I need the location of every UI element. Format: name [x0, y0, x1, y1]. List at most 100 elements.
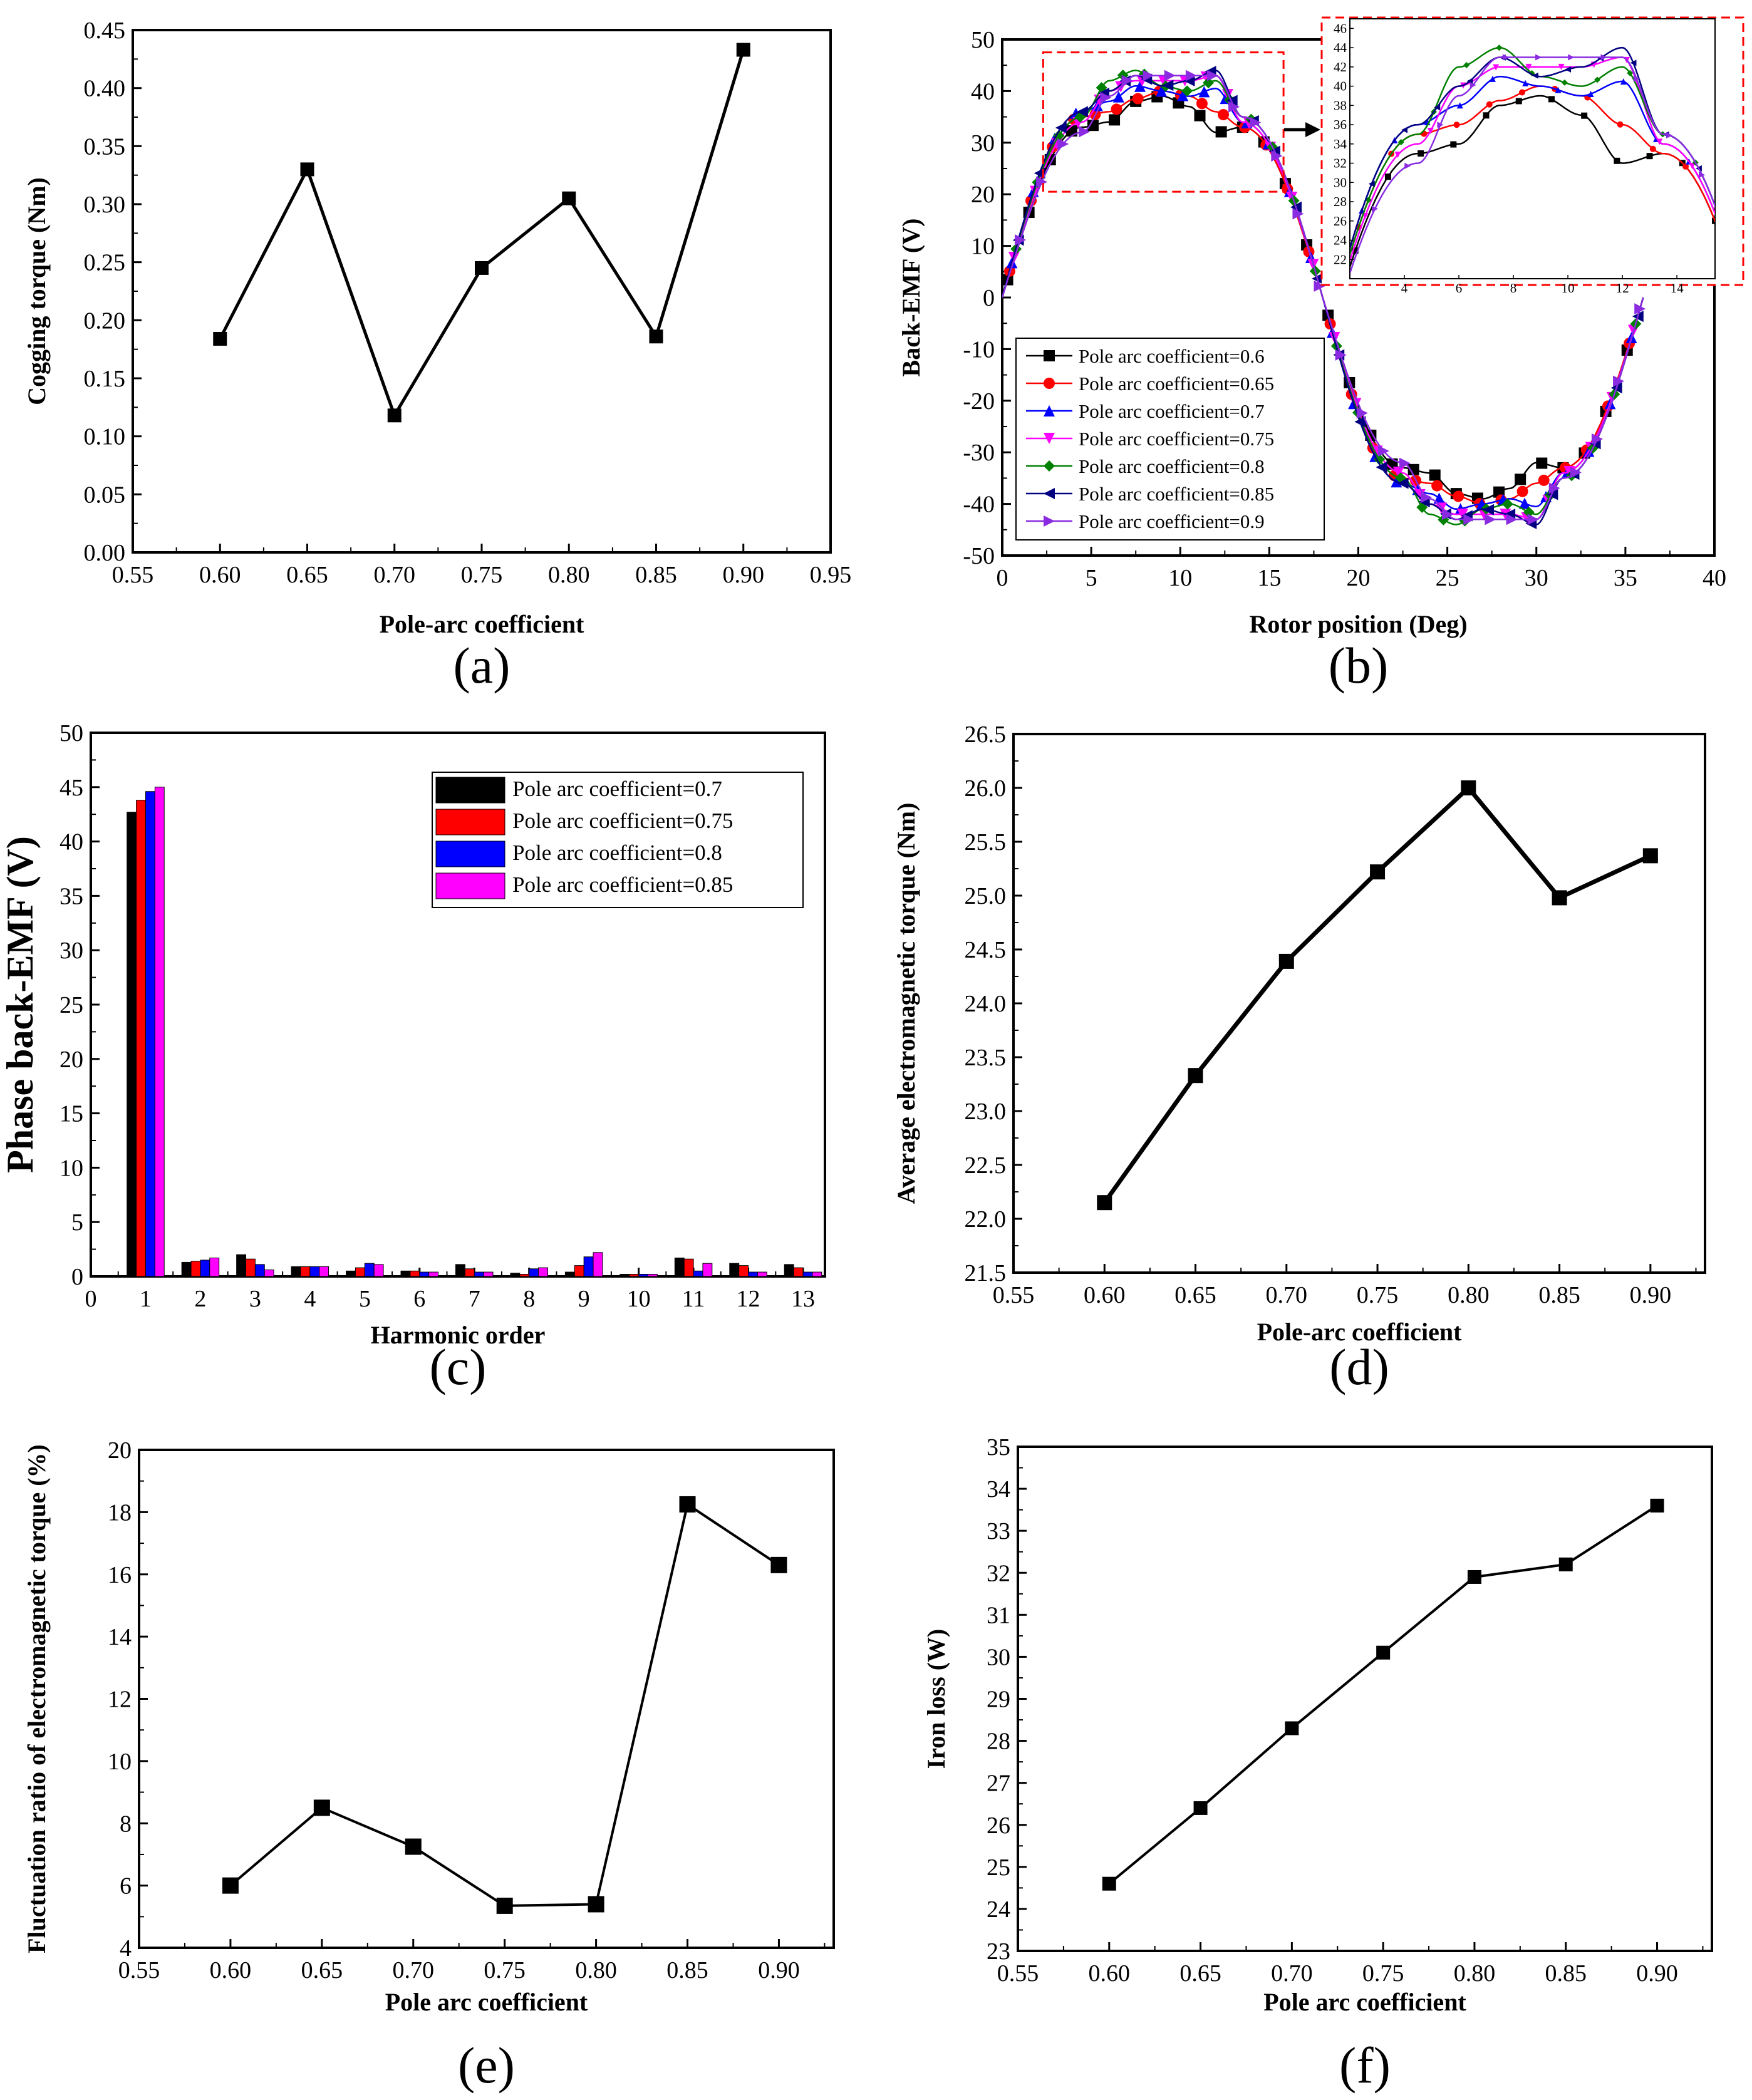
y-axis-title: Phase back-EMF (V) — [0, 836, 41, 1173]
legend-entry: Pole arc coefficient=0.8 — [1079, 455, 1265, 477]
x-tick-label: 5 — [359, 1286, 371, 1312]
data-point — [1538, 474, 1550, 486]
x-tick-label: 6 — [413, 1286, 425, 1312]
x-axis-title: Pole-arc coefficient — [1257, 1318, 1463, 1346]
chart-e: 0.55 0.60 0.65 0.70 0.75 0.80 0.85 0.90 4 6 8 10 12 1… — [23, 1437, 835, 2094]
data-point — [1561, 79, 1568, 86]
data-point — [1368, 180, 1375, 187]
bar — [254, 1264, 265, 1277]
x-tick-label: 13 — [791, 1286, 815, 1312]
y-tick-label: 22.0 — [965, 1206, 1007, 1233]
bar — [319, 1266, 329, 1277]
x-tick-label: 2 — [194, 1286, 206, 1312]
x-tick-label: 0.65 — [301, 1957, 343, 1984]
bar — [757, 1271, 767, 1277]
x-tick-label: 0.90 — [758, 1957, 800, 1984]
x-tick-label: 30 — [1525, 565, 1548, 591]
data-point — [1134, 80, 1146, 92]
legend-marker — [1044, 405, 1055, 416]
legend-entry: Pole arc coefficient=0.75 — [512, 809, 733, 833]
y-tick-label: 29 — [987, 1687, 1010, 1713]
x-tick-label: 0.80 — [1448, 1282, 1490, 1308]
legend-marker — [1044, 433, 1055, 444]
bar — [519, 1274, 530, 1277]
data-point — [1376, 461, 1387, 473]
y-tick-label: 18 — [108, 1499, 132, 1526]
panel-label: (a) — [453, 637, 510, 694]
inset-waveforms — [1350, 44, 1715, 274]
x-tick-label: 0.75 — [461, 562, 503, 588]
data-point — [1057, 138, 1069, 150]
data-point — [1370, 864, 1386, 880]
x-tick-label: 8 — [523, 1286, 535, 1312]
y-tick-label: 10 — [108, 1749, 132, 1775]
bar — [593, 1252, 603, 1277]
bar — [127, 812, 137, 1277]
data-point — [1053, 130, 1065, 142]
data-point — [1536, 457, 1548, 469]
y-tick-label: 24.0 — [965, 991, 1007, 1017]
x-tick-label: 35 — [1614, 565, 1637, 591]
data-point — [313, 1799, 330, 1816]
x-tick-label: 0 — [997, 565, 1008, 591]
data-point — [1620, 78, 1627, 85]
inset-y-tick-label: 22 — [1334, 252, 1347, 267]
data-point — [1646, 153, 1653, 160]
x-tick-label: 0.90 — [1630, 1282, 1672, 1308]
data-point — [770, 1556, 787, 1573]
data-point — [1450, 141, 1457, 148]
series-line — [219, 49, 745, 420]
data-point — [1076, 106, 1088, 118]
data-point — [300, 162, 314, 177]
legend-swatch — [435, 872, 505, 899]
data-point — [1372, 205, 1379, 212]
bar — [564, 1271, 575, 1277]
bar — [474, 1271, 484, 1277]
legend: Pole arc coefficient=0.7 Pole arc coeffic… — [432, 772, 804, 908]
data-point — [1483, 112, 1490, 119]
inset-y-tick-label: 28 — [1334, 194, 1347, 209]
y-tick-label: 0.15 — [84, 366, 126, 392]
y-tick-label: 0.40 — [84, 76, 126, 102]
y-tick-label: 26 — [987, 1813, 1010, 1839]
x-tick-label: 0.65 — [286, 562, 328, 588]
series-line — [1102, 784, 1652, 1204]
data-point — [1097, 1195, 1112, 1211]
data-point — [1036, 176, 1048, 188]
legend-entry: Pole arc coefficient=0.7 — [1079, 400, 1265, 422]
x-tick-label: 0.70 — [393, 1957, 435, 1984]
legend-marker — [1044, 515, 1055, 527]
y-tick-label: 21.5 — [965, 1260, 1007, 1286]
data-point — [1121, 75, 1133, 86]
panel-label: (f) — [1339, 2037, 1391, 2094]
data-point — [1437, 122, 1444, 128]
x-tick-label: 0.60 — [199, 562, 241, 588]
y-tick-label: 0.45 — [84, 18, 126, 44]
y-tick-label: 15 — [60, 1101, 83, 1127]
data-point — [1565, 66, 1572, 73]
data-point — [1650, 1498, 1664, 1513]
data-point — [1535, 54, 1542, 61]
panel-label: (b) — [1329, 637, 1389, 694]
x-tick-label: 10 — [1168, 565, 1192, 591]
data-point — [1594, 76, 1601, 83]
data-point — [1523, 506, 1535, 518]
data-point — [588, 1896, 604, 1913]
inset-y-tick-label: 26 — [1334, 214, 1347, 229]
data-point — [1501, 498, 1513, 510]
data-point — [562, 191, 576, 205]
x-tick-label: 0.90 — [1636, 1960, 1678, 1987]
y-tick-label: -50 — [963, 543, 995, 569]
data-point — [1570, 467, 1582, 478]
data-point — [1392, 467, 1404, 478]
bar — [246, 1258, 256, 1277]
y-tick-label: 34 — [987, 1476, 1010, 1503]
data-point — [1185, 70, 1197, 81]
data-point — [1314, 280, 1325, 292]
data-point — [1177, 90, 1189, 101]
inset-y-tick-label: 34 — [1334, 137, 1347, 152]
data-point — [1634, 303, 1646, 315]
legend: Pole arc coefficient=0.6 Pole arc coeffic… — [1015, 338, 1325, 541]
y-tick-label: 0.20 — [84, 308, 126, 334]
legend-marker — [1044, 378, 1055, 389]
